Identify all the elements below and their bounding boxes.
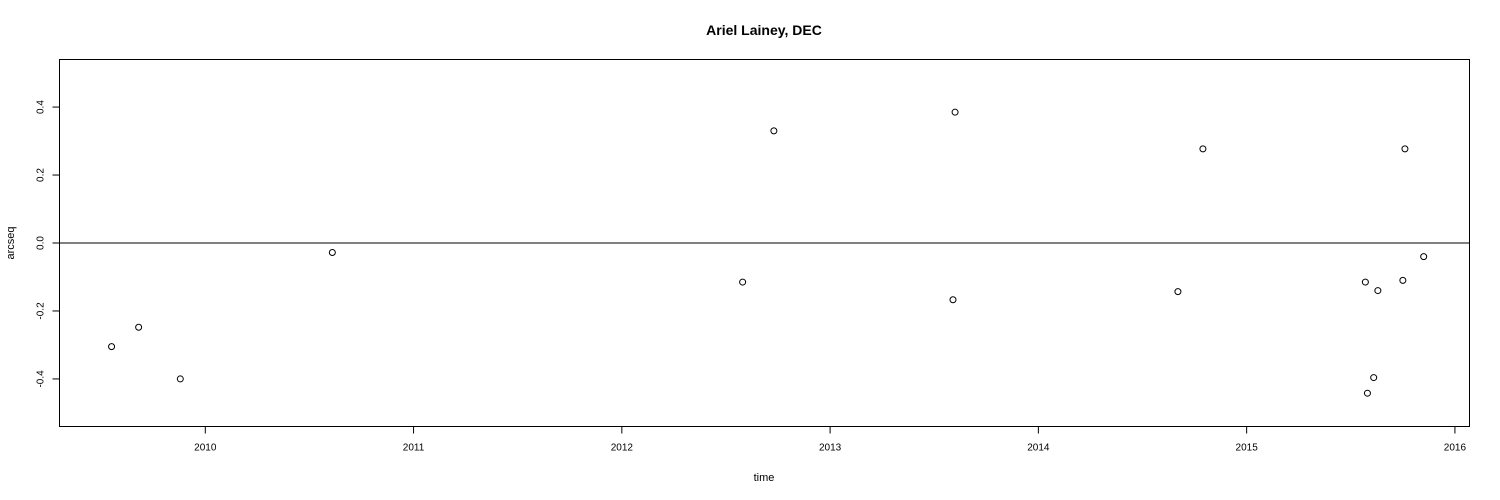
data-point xyxy=(739,278,747,286)
x-tick-label: 2010 xyxy=(194,443,217,454)
x-axis-label: time xyxy=(754,472,775,484)
data-point xyxy=(176,375,184,383)
y-tick-label: 0.0 xyxy=(36,236,47,250)
x-tick-label: 2015 xyxy=(1236,443,1259,454)
x-axis: 2010 2011 2012 2013 2014 2015 2016 xyxy=(194,426,1467,454)
y-tick-label: 0.2 xyxy=(36,168,47,182)
data-point xyxy=(135,323,143,331)
data-point xyxy=(1374,287,1382,295)
y-tick-label: -0.2 xyxy=(36,302,47,320)
data-points xyxy=(108,108,1428,397)
data-point xyxy=(1361,278,1369,286)
data-point xyxy=(1370,374,1378,382)
x-tick-label: 2016 xyxy=(1444,443,1467,454)
y-axis: -0.4 -0.2 0.0 0.2 0.4 xyxy=(36,100,60,388)
data-point xyxy=(1363,389,1371,397)
data-point xyxy=(770,127,778,135)
data-point xyxy=(1199,145,1207,153)
x-tick-label: 2011 xyxy=(403,443,425,454)
data-point xyxy=(1401,145,1409,153)
y-tick-label: 0.4 xyxy=(36,100,47,114)
data-point xyxy=(1174,288,1182,296)
data-point xyxy=(328,249,336,257)
data-point xyxy=(108,343,116,351)
data-point xyxy=(949,296,957,304)
x-tick-label: 2014 xyxy=(1027,443,1050,454)
y-axis-label: arcseq xyxy=(5,226,17,259)
data-point xyxy=(1420,253,1428,261)
data-point xyxy=(951,108,959,116)
y-tick-label: -0.4 xyxy=(36,370,47,388)
x-tick-label: 2012 xyxy=(611,443,634,454)
x-tick-label: 2013 xyxy=(819,443,842,454)
data-point xyxy=(1399,276,1407,284)
chart-title: Ariel Lainey, DEC xyxy=(706,22,822,38)
